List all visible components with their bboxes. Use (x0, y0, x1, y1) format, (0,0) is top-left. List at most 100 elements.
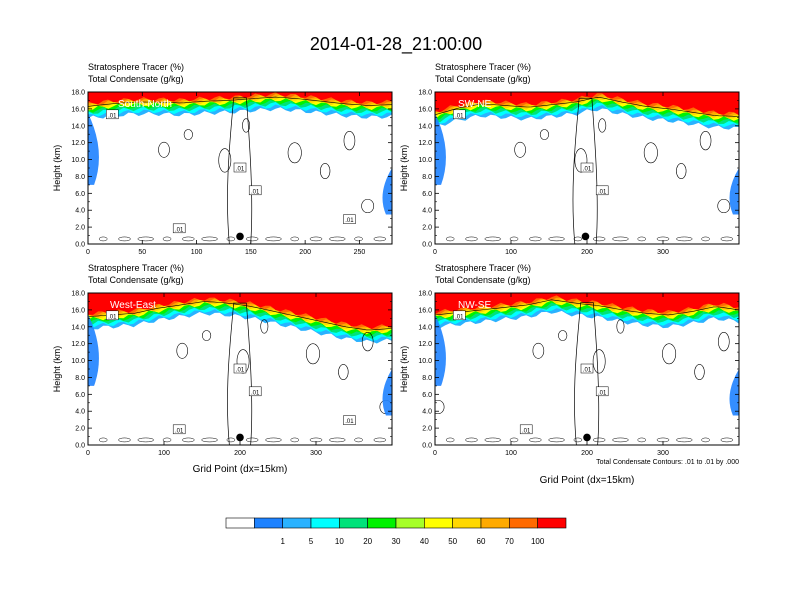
contour-label: .01 (455, 314, 464, 320)
condensate-contour (176, 342, 189, 359)
condensate-contour (662, 343, 677, 365)
condensate-contour (637, 437, 646, 443)
condensate-contour (354, 437, 363, 443)
condensate-contour (373, 236, 387, 242)
x-tick-label: 200 (581, 450, 593, 457)
colorbar-swatch (282, 517, 312, 529)
condensate-contour (265, 437, 282, 443)
y-tick-label: 12.0 (418, 341, 432, 348)
contour-label: .01 (345, 218, 354, 224)
panel-title-line2: Total Condensate (g/kg) (88, 275, 184, 285)
x-tick-label: 50 (138, 249, 146, 256)
condensate-contour (242, 118, 251, 133)
tracer-band (729, 369, 739, 416)
condensate-contour (616, 319, 625, 334)
contour-label-box (519, 424, 533, 435)
y-tick-label: 12.0 (418, 140, 432, 147)
tracer-band (729, 168, 739, 215)
tracer-band (435, 113, 446, 185)
y-tick-label: 4.0 (422, 208, 432, 215)
y-tick-label: 18.0 (71, 90, 85, 97)
condensate-contour (445, 236, 455, 242)
y-tick-label: 14.0 (418, 324, 432, 331)
condensate-contour (227, 97, 253, 244)
colorbar-label: 70 (505, 537, 514, 546)
panel-label: South-North (118, 99, 172, 110)
y-tick-label: 14.0 (71, 324, 85, 331)
panel-label: SW-NE (458, 99, 491, 110)
x-tick-label: 200 (581, 249, 593, 256)
contour-label-box (248, 185, 262, 196)
axes: 0.0 2.0 4.0 6.0 8.0 10.0 12.0 14.0 16.0 18.0 0 100 2… (418, 291, 739, 457)
x-tick-label: 0 (86, 450, 90, 457)
tropopause-contour (435, 299, 739, 316)
condensate-contour (514, 141, 526, 158)
y-tick-label: 4.0 (75, 409, 85, 416)
condensate-contour (361, 332, 374, 352)
condensate-contour (509, 437, 519, 443)
y-tick-label: 14.0 (71, 123, 85, 130)
x-axis-label: Grid Point (dx=15km) (540, 475, 635, 486)
panel-south-north: Stratosphere Tracer (%) Total Condensate… (52, 62, 393, 256)
x-tick-label: 0 (433, 249, 437, 256)
condensate-contour (227, 302, 253, 445)
y-tick-label: 8.0 (422, 375, 432, 382)
condensate-contour (699, 131, 712, 151)
y-tick-label: 16.0 (418, 106, 432, 113)
contour-label: .01 (598, 189, 607, 195)
y-tick-label: 6.0 (422, 191, 432, 198)
y-tick-label: 2.0 (75, 426, 85, 433)
y-tick-label: 4.0 (422, 409, 432, 416)
condensate-contour (329, 236, 346, 242)
contour-label-box (453, 109, 466, 120)
condensate-contour (361, 198, 375, 214)
y-tick-label: 6.0 (422, 392, 432, 399)
contour-label-box (233, 162, 247, 173)
axes: 0.0 2.0 4.0 6.0 8.0 10.0 12.0 14.0 16.0 18.0 0 100 2… (418, 90, 739, 256)
contour-label-box (233, 363, 247, 374)
colorbar-swatch (452, 517, 482, 529)
colorbar-label: 5 (309, 537, 314, 546)
condensate-contour (445, 437, 455, 443)
condensate-contour (319, 163, 331, 179)
tropopause-contour (88, 301, 392, 331)
condensate-contour (539, 129, 549, 140)
condensate-contour (343, 131, 356, 151)
condensate-contour (676, 163, 687, 179)
condensate-contour (373, 437, 387, 443)
condensate-contour (202, 330, 212, 341)
panel-label: NW-SE (458, 300, 491, 311)
x-tick-label: 100 (505, 450, 517, 457)
axes: 0.0 2.0 4.0 6.0 8.0 10.0 12.0 14.0 16.0 18.0 0 100 2… (71, 291, 392, 457)
panel-title-line2: Total Condensate (g/kg) (435, 74, 531, 84)
colorbar-swatch (509, 517, 538, 529)
panel-title-line1: Stratosphere Tracer (%) (435, 62, 531, 72)
contour-label-box (595, 185, 609, 196)
x-tick-label: 100 (158, 450, 170, 457)
colorbar: 1 5 10 20 30 40 50 60 70 100 (225, 517, 567, 546)
condensate-contour (509, 236, 519, 242)
panel-title-line2: Total Condensate (g/kg) (435, 275, 531, 285)
colorbar-swatch (225, 517, 255, 529)
y-tick-label: 12.0 (71, 341, 85, 348)
contour-label: .01 (108, 113, 117, 119)
condensate-contour (637, 236, 646, 242)
colorbar-label: 50 (448, 537, 457, 546)
y-tick-label: 14.0 (418, 123, 432, 130)
condensate-contour (532, 342, 545, 359)
colorbar-swatch (254, 517, 283, 529)
contour-label-box (172, 223, 186, 234)
y-tick-label: 8.0 (75, 174, 85, 181)
condensate-contour (201, 437, 218, 443)
panel-title-line1: Stratosphere Tracer (%) (88, 263, 184, 273)
colorbar-swatch (480, 517, 510, 529)
contour-label-box (580, 363, 594, 374)
condensate-contour (484, 437, 502, 443)
y-tick-label: 0.0 (422, 443, 432, 450)
condensate-contour (592, 236, 606, 242)
condensate-contour (118, 236, 131, 242)
x-tick-label: 200 (234, 450, 246, 457)
tracer-band (382, 168, 392, 215)
condensate-contour (218, 148, 232, 173)
